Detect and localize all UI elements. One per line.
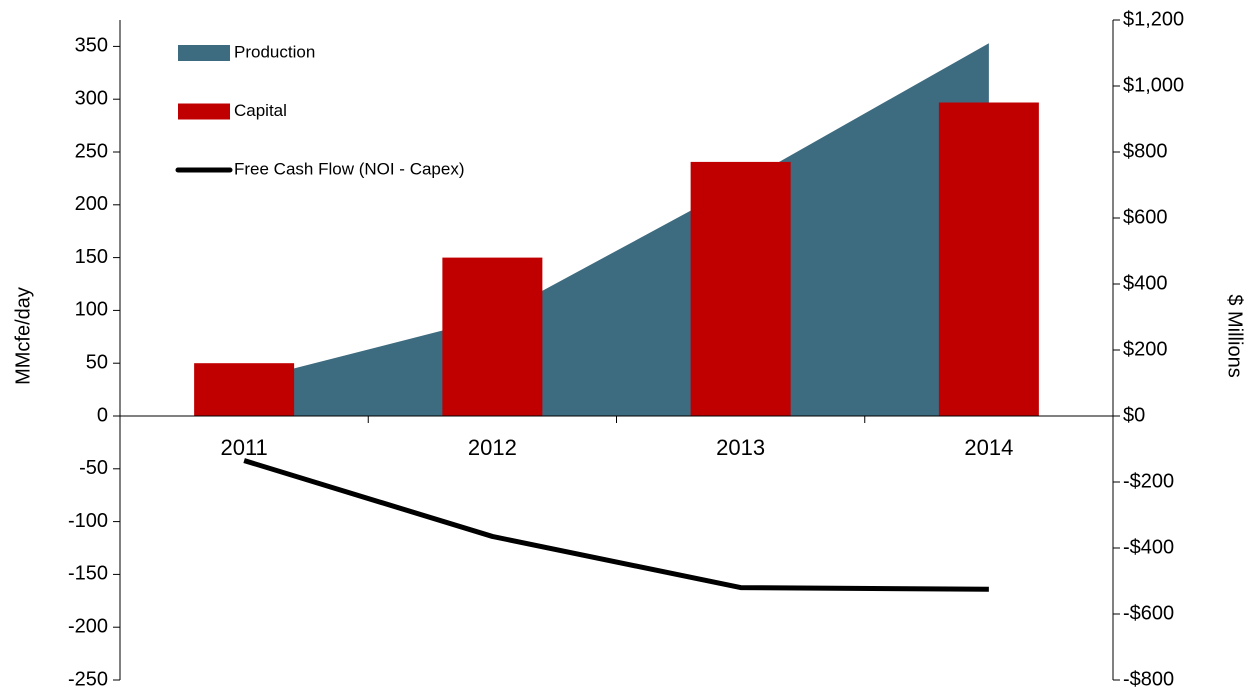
y2-tick-label: -$800 [1123,668,1174,689]
y2-tick-label: $1,200 [1123,8,1184,30]
legend-swatch [178,45,230,61]
bar [194,363,295,416]
y-tick-label: -100 [68,510,108,532]
x-tick-label: 2014 [964,435,1013,460]
y-tick-label: 200 [75,193,108,215]
y2-tick-label: $600 [1123,206,1168,228]
x-tick-label: 2011 [220,435,267,460]
y-tick-label: 250 [75,140,108,162]
y-tick-label: -50 [79,457,108,479]
legend-swatch [178,103,230,120]
bar [442,257,543,416]
y-tick-label: 50 [86,351,108,373]
y2-tick-label: $1,000 [1123,74,1184,96]
y-tick-label: 150 [75,246,108,268]
legend-label: Capital [234,101,287,120]
y-axis-label: MMcfe/day [12,287,34,385]
y-tick-label: -250 [68,668,108,689]
y2-tick-label: -$600 [1123,602,1174,624]
y2-tick-label: $0 [1123,404,1145,426]
y-tick-label: 300 [75,87,108,109]
y2-tick-label: -$200 [1123,470,1174,492]
y2-axis-label: $ Millions [1224,294,1246,377]
y-tick-label: 0 [97,404,108,426]
legend-label: Free Cash Flow (NOI - Capex) [234,159,465,178]
x-tick-label: 2013 [716,435,765,460]
area [244,43,989,417]
bar [690,161,791,416]
y-tick-label: -200 [68,615,108,637]
line [243,458,989,592]
y2-tick-label: $400 [1123,272,1168,294]
y2-tick-label: $200 [1123,338,1168,360]
y2-tick-label: -$400 [1123,536,1174,558]
y2-tick-label: $800 [1123,140,1168,162]
legend-label: Production [234,42,315,61]
x-tick-label: 2012 [468,435,517,460]
bar [938,102,1039,416]
y-tick-label: -150 [68,563,108,585]
y-tick-label: 350 [75,35,108,57]
y-tick-label: 100 [75,299,108,321]
